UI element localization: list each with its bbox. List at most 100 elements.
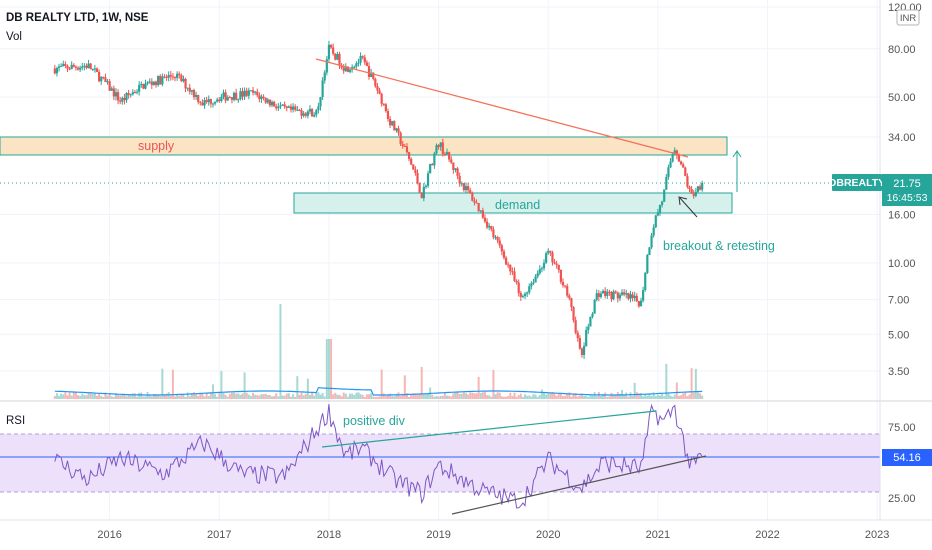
volume-bar [431, 394, 434, 399]
candle-body [81, 66, 84, 68]
volume-bar [545, 394, 548, 399]
volume-bar [203, 396, 206, 399]
volume-bar [148, 394, 151, 399]
volume-bar [604, 392, 607, 399]
price-axis[interactable]: 3.505.007.0010.0016.0034.0050.0080.00120… [888, 2, 922, 378]
volume-bar [230, 392, 233, 399]
volume-bar [602, 394, 605, 399]
volume-bar [186, 392, 189, 399]
candle-body [243, 90, 246, 97]
volume-bar [403, 375, 406, 399]
candle-body [593, 299, 596, 314]
volume-bar [437, 396, 440, 399]
price-tag [882, 174, 932, 206]
candle-body [116, 92, 120, 101]
volume-bar [580, 393, 583, 399]
volume-bar [564, 395, 567, 399]
candle-body [401, 144, 404, 146]
candle-body [367, 66, 371, 77]
volume-bar [452, 393, 455, 399]
volume-bar [87, 392, 90, 399]
candle-body [157, 75, 160, 86]
candle-body [264, 97, 267, 103]
volume-bar [496, 392, 499, 399]
candle-body [553, 262, 556, 264]
volume-bar [380, 369, 383, 399]
volume-bar [677, 395, 680, 399]
volume-bar [144, 396, 147, 399]
volume-bar [500, 396, 503, 399]
candle-body [595, 293, 598, 300]
candle-body [355, 63, 358, 67]
candle-body [131, 92, 134, 95]
volume-bar [327, 339, 330, 399]
volume-bar [201, 393, 204, 399]
volume-bar [214, 394, 217, 399]
volume-bar [665, 363, 668, 399]
candle-body [146, 82, 149, 84]
currency-badge[interactable] [896, 9, 920, 26]
volume-bar [686, 396, 689, 399]
volume-bar [448, 395, 451, 399]
rsi-axis[interactable]: 25.00 75.00 [888, 422, 916, 505]
candle-body [424, 185, 428, 187]
candle-body [623, 292, 626, 295]
candle-body [399, 132, 402, 145]
candle-body [152, 81, 156, 85]
volume-bar [249, 396, 252, 399]
volume-bar [583, 395, 586, 399]
volume-bar [323, 396, 326, 399]
rsi-upper-divergence-line[interactable] [321, 410, 657, 448]
candle-body [133, 92, 137, 94]
candle-body [433, 153, 436, 166]
volume-bar [140, 392, 143, 399]
candle-body [698, 186, 702, 190]
volume-bar [106, 395, 109, 399]
volume-bar [260, 394, 263, 399]
candle-body [521, 295, 525, 297]
volume-bar [319, 394, 322, 399]
supply-zone[interactable] [0, 136, 728, 156]
candle-body [431, 163, 434, 166]
candle-body [53, 68, 56, 74]
volume-bar [483, 392, 486, 399]
volume-bar [627, 396, 630, 399]
candle-body [338, 53, 341, 66]
volume-bar [595, 396, 598, 399]
volume-bar [62, 394, 65, 399]
candle-body [237, 99, 240, 101]
breakout-arrow[interactable] [679, 197, 698, 218]
candle-body [169, 74, 172, 77]
candle-body [361, 56, 364, 58]
volume-bar [524, 394, 527, 399]
candle-body [620, 292, 624, 295]
volume-bar [150, 396, 153, 399]
candle-body [291, 106, 295, 110]
candle-body [422, 186, 425, 199]
downtrend-line[interactable] [315, 58, 689, 158]
volume-bar [397, 392, 400, 399]
candle-body [165, 76, 168, 78]
volume-bar [684, 392, 687, 399]
candle-body [688, 186, 691, 190]
volume-bar [188, 396, 191, 399]
volume-bar [167, 392, 170, 399]
volume-bar [159, 395, 162, 399]
volume-bar [209, 392, 212, 399]
candle-body [281, 104, 284, 106]
volume-bar [467, 394, 470, 399]
candle-body [213, 101, 217, 104]
candle-body [549, 250, 552, 253]
candle-body [207, 99, 210, 103]
volume-bar [608, 396, 611, 399]
candle-body [458, 176, 461, 184]
volume-bar [376, 396, 379, 399]
rsi-lower-divergence-line[interactable] [451, 455, 707, 515]
volume-bar [656, 394, 659, 399]
demand-zone[interactable] [293, 192, 733, 214]
volume-bar [412, 393, 415, 399]
time-axis[interactable]: 2016 2017 2018 2019 2020 2021 2022 2023 [97, 529, 889, 541]
candle-body [566, 285, 569, 296]
volume-bar [597, 392, 600, 399]
